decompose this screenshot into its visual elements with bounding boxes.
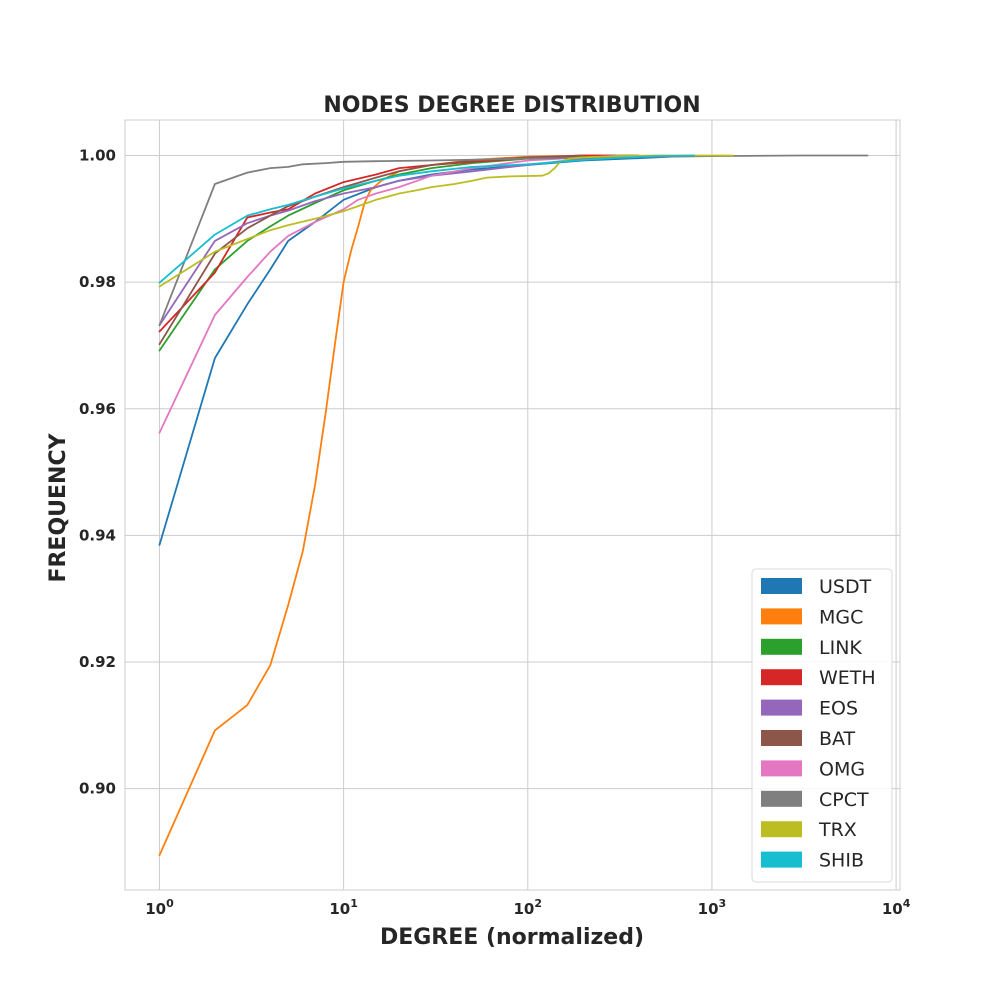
legend-items: USDT MGC LINK WETH EOS BAT OMG CPCT TRX SHIB: [761, 576, 876, 872]
legend-swatch-trx: [761, 821, 802, 838]
y-tick-label: 0.92: [79, 653, 116, 671]
legend-swatch-omg: [761, 760, 802, 777]
legend-swatch-usdt: [761, 578, 802, 594]
legend-swatch-bat: [761, 730, 802, 746]
legend-label-usdt: USDT: [819, 576, 872, 598]
series-group: [158, 154, 869, 857]
legend-label-link: LINK: [819, 637, 862, 659]
y-tick-label: 0.98: [79, 273, 116, 291]
y-tick-labels: 0.90 0.92 0.94 0.96 0.98 1.00: [79, 146, 116, 797]
legend-swatch-cpct: [761, 790, 802, 807]
series-line-eos: [158, 154, 617, 327]
legend-swatch-mgc: [761, 608, 802, 625]
legend-label-shib: SHIB: [819, 850, 864, 872]
x-tick-label: 102: [514, 897, 543, 918]
legend-label-mgc: MGC: [819, 606, 863, 628]
legend-label-cpct: CPCT: [819, 789, 869, 811]
chart-title: NODES DEGREE DISTRIBUTION: [323, 93, 700, 118]
grid-x: [158, 120, 897, 890]
legend-swatch-weth: [761, 669, 802, 686]
y-tick-label: 1.00: [79, 146, 116, 164]
legend-swatch-link: [761, 638, 802, 655]
x-tick-label: 104: [882, 897, 911, 918]
legend-swatch-shib: [761, 851, 802, 868]
legend-swatch-eos: [761, 699, 802, 716]
y-axis-label: FREQUENCY: [46, 432, 71, 582]
series-line-shib: [158, 154, 695, 284]
x-axis-label: DEGREE (normalized): [380, 925, 644, 950]
y-tick-label: 0.94: [79, 526, 116, 544]
legend-label-weth: WETH: [819, 667, 876, 689]
y-tick-label: 0.90: [79, 780, 116, 798]
legend: USDT MGC LINK WETH EOS BAT OMG CPCT TRX SHIB: [751, 568, 893, 883]
legend-label-omg: OMG: [819, 758, 865, 780]
legend-label-trx: TRX: [818, 819, 857, 841]
x-tick-label: 100: [145, 897, 174, 918]
legend-label-bat: BAT: [819, 728, 856, 750]
series-line-trx: [158, 154, 734, 288]
legend-label-eos: EOS: [819, 698, 858, 720]
x-tick-labels: 100 101 102 103 104: [145, 897, 911, 918]
x-tick-label: 101: [329, 897, 358, 918]
x-tick-label: 103: [698, 897, 727, 918]
series-line-omg: [158, 154, 640, 434]
y-tick-label: 0.96: [79, 400, 116, 418]
